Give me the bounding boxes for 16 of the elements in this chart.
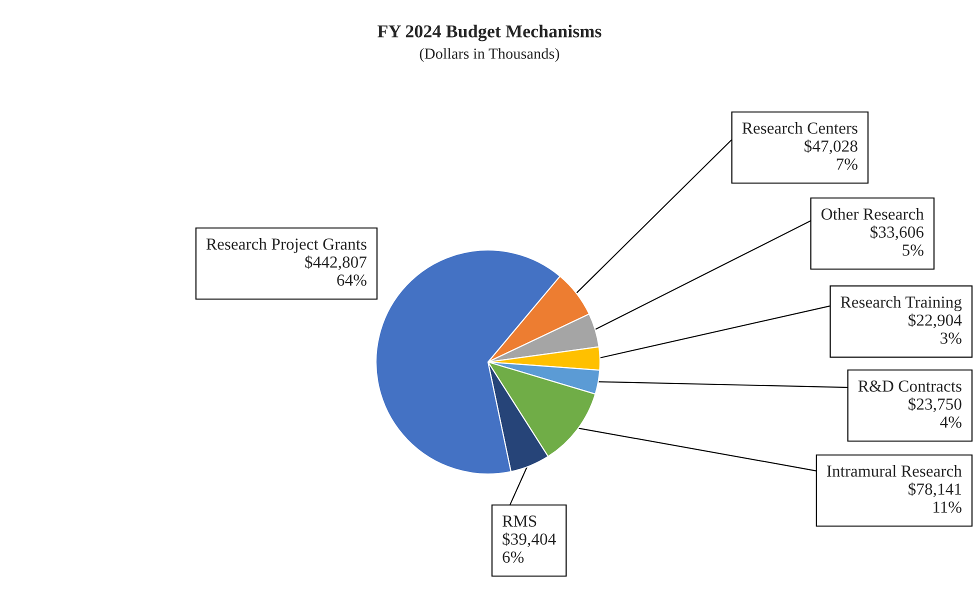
slice-label: Research Centers bbox=[742, 122, 858, 134]
data-label: $39,404 6% bbox=[502, 532, 556, 563]
slice-label: RMS bbox=[502, 516, 536, 527]
data-label: $33,606 5% bbox=[870, 226, 924, 256]
slice-label: Research Training bbox=[840, 296, 962, 312]
slice-label: R&D Contracts bbox=[858, 380, 962, 392]
slice-label: Intramural Research bbox=[827, 465, 962, 477]
slice-label: Other Research bbox=[821, 208, 924, 220]
data-label: $22,904 3% bbox=[908, 314, 962, 344]
data-label: $47,028 7% bbox=[804, 140, 858, 170]
data-label: $442,807 64% bbox=[305, 256, 367, 286]
data-label: $23,750 4% bbox=[908, 398, 962, 428]
slice-label: Research Project Grants bbox=[206, 238, 366, 254]
chart-subtitle: (Dollars in Thousands) bbox=[420, 48, 560, 62]
chart-title: FY 2024 Budget Mechanisms bbox=[378, 24, 602, 42]
data-label: $78,141 11% bbox=[908, 482, 962, 513]
